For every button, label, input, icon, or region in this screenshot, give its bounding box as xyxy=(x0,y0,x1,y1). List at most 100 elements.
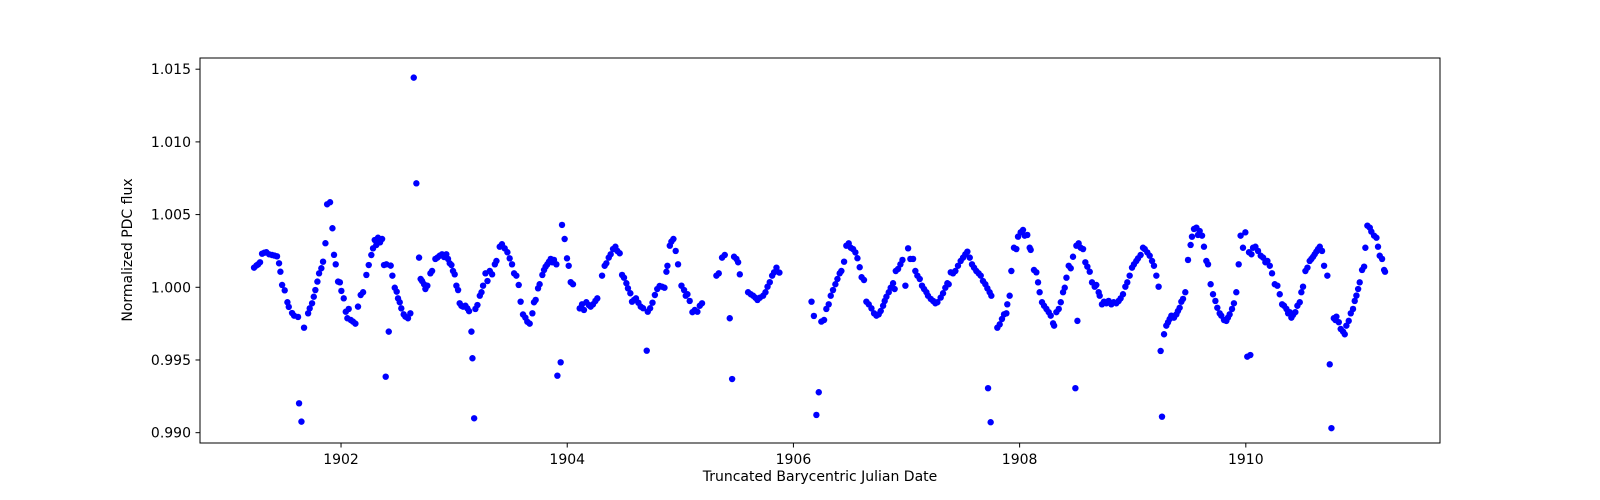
data-point xyxy=(1362,244,1369,251)
data-point xyxy=(294,313,302,321)
data-point xyxy=(396,299,403,306)
data-point xyxy=(736,271,744,278)
data-point xyxy=(1209,291,1217,298)
data-point xyxy=(1079,245,1087,253)
data-point xyxy=(1226,311,1233,318)
data-point xyxy=(664,262,671,269)
x-tick-label: 1904 xyxy=(549,452,585,468)
data-point xyxy=(1182,289,1189,296)
data-point xyxy=(470,415,478,422)
data-point xyxy=(359,289,367,296)
data-point xyxy=(1019,226,1027,234)
data-point xyxy=(539,271,546,279)
data-point xyxy=(1268,270,1276,277)
data-point xyxy=(1157,347,1164,355)
data-point xyxy=(415,254,423,261)
data-point xyxy=(829,286,837,294)
data-point xyxy=(1212,297,1219,305)
data-point xyxy=(776,269,783,276)
data-point xyxy=(1349,305,1357,313)
data-point xyxy=(565,262,572,269)
data-point xyxy=(670,235,677,243)
data-point xyxy=(684,291,691,298)
data-point xyxy=(352,320,359,327)
data-point xyxy=(1061,284,1068,291)
data-point xyxy=(1146,252,1153,259)
data-point xyxy=(1027,246,1034,254)
data-point xyxy=(672,247,679,255)
data-point xyxy=(338,287,345,295)
data-point xyxy=(554,372,561,379)
data-point xyxy=(295,400,303,407)
data-point xyxy=(332,261,339,268)
data-point xyxy=(285,303,292,311)
x-tick-label: 1908 xyxy=(1002,452,1038,468)
data-point xyxy=(484,277,491,285)
data-point xyxy=(298,418,305,425)
data-point xyxy=(345,305,352,313)
data-point xyxy=(385,328,392,335)
data-point xyxy=(594,295,601,302)
data-point xyxy=(627,290,634,297)
data-point xyxy=(1084,263,1091,270)
data-point xyxy=(934,299,941,306)
data-point xyxy=(868,305,875,312)
data-point xyxy=(1153,272,1160,279)
data-point xyxy=(825,301,832,308)
data-point xyxy=(939,290,947,297)
data-point xyxy=(616,250,623,257)
data-point xyxy=(1343,322,1350,329)
data-point xyxy=(698,300,706,307)
data-point xyxy=(1063,274,1070,281)
data-point xyxy=(410,74,417,81)
data-point xyxy=(513,272,520,279)
data-point xyxy=(952,267,959,275)
data-point xyxy=(304,310,312,317)
data-point xyxy=(1235,261,1242,268)
data-point xyxy=(1345,317,1352,325)
data-point xyxy=(734,259,742,266)
data-point xyxy=(312,286,319,294)
data-point xyxy=(674,261,682,268)
data-point xyxy=(964,248,971,255)
data-point xyxy=(315,270,323,277)
data-point xyxy=(1187,241,1194,249)
data-point xyxy=(515,281,522,289)
data-point xyxy=(368,251,375,259)
data-point xyxy=(493,257,500,265)
y-tick-label: 0.990 xyxy=(151,426,191,442)
data-point xyxy=(1034,279,1042,286)
data-point xyxy=(532,296,539,304)
data-point xyxy=(506,255,513,262)
data-point xyxy=(1214,304,1221,311)
data-point xyxy=(1072,384,1079,392)
data-point xyxy=(728,375,736,383)
data-point xyxy=(1086,268,1093,275)
data-point xyxy=(909,255,917,263)
y-axis-label: Normalized PDC flux xyxy=(120,178,136,322)
data-point xyxy=(686,297,693,305)
data-point xyxy=(889,280,897,287)
data-point xyxy=(1198,232,1206,239)
data-point xyxy=(1024,231,1031,239)
data-point xyxy=(1239,244,1247,251)
data-point xyxy=(1360,263,1368,270)
data-point xyxy=(663,268,670,275)
data-point xyxy=(879,302,887,309)
data-point xyxy=(661,284,668,291)
data-point xyxy=(1119,291,1127,298)
data-point xyxy=(1207,281,1214,288)
data-point xyxy=(365,261,372,269)
data-point xyxy=(1067,265,1074,272)
data-point xyxy=(273,253,281,260)
data-point xyxy=(306,305,313,312)
data-point xyxy=(1233,289,1240,296)
data-point xyxy=(1247,351,1254,359)
data-point xyxy=(382,373,389,380)
data-point xyxy=(1298,289,1305,296)
data-point xyxy=(1328,424,1335,432)
data-point xyxy=(715,270,722,277)
y-tick-label: 1.015 xyxy=(151,62,191,78)
data-point xyxy=(694,308,701,315)
